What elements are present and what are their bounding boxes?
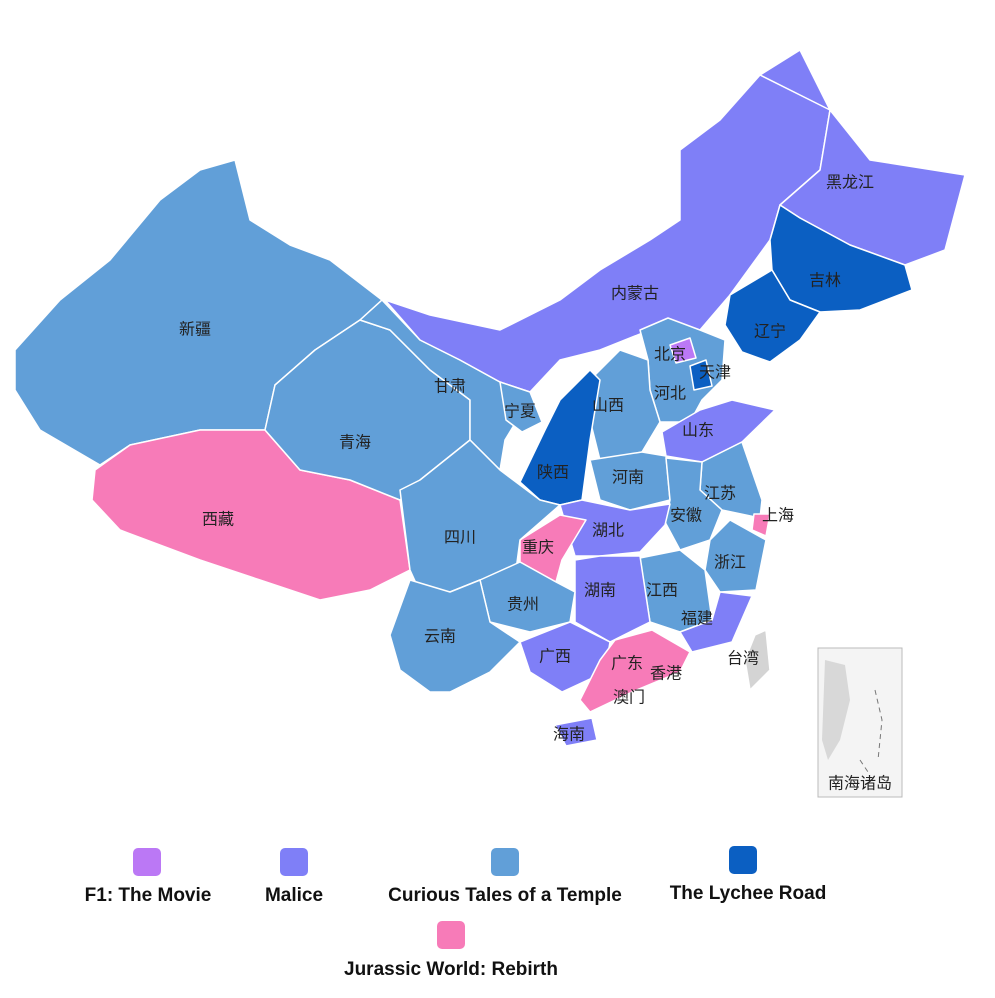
- province: [744, 629, 771, 691]
- province-label: 江苏: [704, 484, 736, 503]
- province-label: 甘肃: [434, 377, 466, 396]
- province: [579, 629, 691, 713]
- province: [689, 359, 713, 391]
- province-label: 辽宁: [754, 322, 786, 341]
- legend-label: Malice: [265, 885, 323, 906]
- province-label: 广西: [539, 647, 571, 666]
- province: [751, 513, 771, 537]
- province-label: 天津: [699, 363, 731, 382]
- inset: 南海诸岛: [817, 647, 903, 798]
- province-label: 西藏: [202, 510, 234, 529]
- province-label: 浙江: [714, 553, 746, 572]
- province-label: 河南: [612, 468, 644, 487]
- provinces: [14, 49, 966, 747]
- province-label: 广东: [611, 654, 643, 673]
- inset-line: [859, 689, 883, 776]
- inset-land: [822, 660, 850, 760]
- province: [499, 381, 543, 433]
- legend-swatch: [133, 848, 161, 876]
- province-label: 湖北: [592, 521, 624, 540]
- province-label: 湖南: [584, 581, 616, 600]
- province: [724, 269, 821, 363]
- legend-label: F1: The Movie: [85, 885, 212, 906]
- province-label: 内蒙古: [611, 284, 659, 303]
- province: [589, 349, 661, 461]
- province-label: 贵州: [507, 595, 539, 614]
- province: [661, 399, 776, 463]
- province: [479, 561, 576, 633]
- province-label: 香港: [650, 664, 682, 683]
- province-label: 云南: [424, 627, 456, 646]
- province-label: 台湾: [727, 649, 759, 668]
- province-label: 山西: [592, 396, 624, 415]
- province: [669, 337, 697, 364]
- province: [554, 717, 598, 747]
- province-label: 江西: [646, 581, 678, 600]
- legend-swatch: [280, 848, 308, 876]
- legend-label: Curious Tales of a Temple: [388, 885, 622, 906]
- province: [574, 555, 651, 643]
- province-label: 四川: [444, 528, 476, 547]
- legend-swatch: [491, 848, 519, 876]
- province-label: 安徽: [670, 506, 702, 525]
- province-label: 澳门: [613, 688, 645, 707]
- province-label: 黑龙江: [826, 173, 874, 192]
- province-label: 吉林: [809, 271, 841, 290]
- province: [559, 499, 671, 557]
- province-label: 海南: [553, 725, 585, 744]
- province-label: 陕西: [537, 463, 569, 482]
- province: [679, 591, 753, 653]
- province-label: 宁夏: [504, 402, 536, 421]
- legend-swatch: [729, 846, 757, 874]
- province-label: 山东: [682, 421, 714, 440]
- province-label: 青海: [339, 433, 371, 452]
- province-label: 福建: [681, 609, 713, 628]
- province-label: 新疆: [179, 320, 211, 339]
- province-label: 北京: [654, 345, 686, 364]
- legend-label: Jurassic World: Rebirth: [344, 959, 558, 980]
- legend-label: The Lychee Road: [670, 883, 827, 904]
- inset-label: 南海诸岛: [828, 774, 892, 793]
- province-label: 河北: [654, 384, 686, 403]
- province-label: 上海: [762, 506, 794, 525]
- province-label: 重庆: [522, 538, 554, 557]
- legend: F1: The Movie Malice Curious Tales of a Te…: [85, 846, 827, 980]
- legend-swatch: [437, 921, 465, 949]
